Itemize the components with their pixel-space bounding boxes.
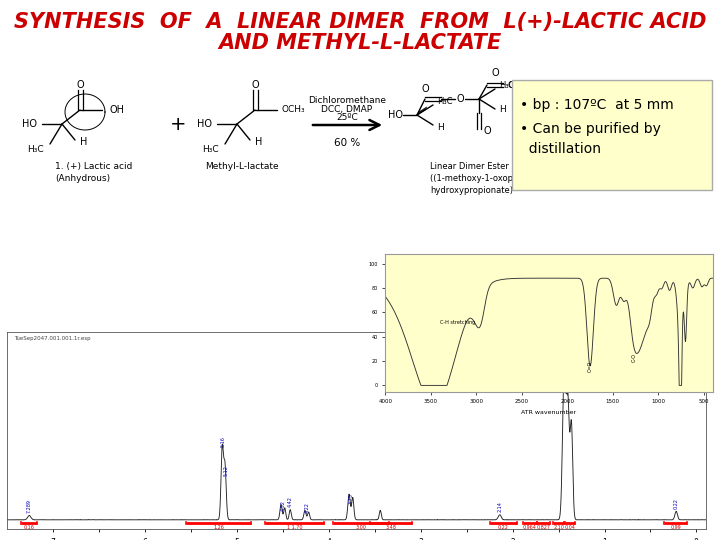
Text: 0.04: 0.04 xyxy=(564,525,575,530)
Text: AND METHYL-L-LACTATE: AND METHYL-L-LACTATE xyxy=(218,33,502,53)
Text: 1. (+) Lactic acid
(Anhydrous): 1. (+) Lactic acid (Anhydrous) xyxy=(55,162,132,183)
X-axis label: ATR wavenumber: ATR wavenumber xyxy=(521,410,577,415)
Text: +: + xyxy=(170,116,186,134)
Text: H: H xyxy=(255,137,262,147)
Text: O: O xyxy=(251,80,258,90)
Text: 1 1.70: 1 1.70 xyxy=(287,525,302,530)
Text: 60 %: 60 % xyxy=(334,138,360,148)
Text: 3.48: 3.48 xyxy=(385,525,396,530)
Text: 3.00: 3.00 xyxy=(356,525,366,530)
Text: SYNTHESIS  OF  A  LINEAR DIMER  FROM  L(+)-LACTIC ACID: SYNTHESIS OF A LINEAR DIMER FROM L(+)-LA… xyxy=(14,12,706,32)
Text: 0.827: 0.827 xyxy=(537,525,551,530)
Text: 7.289: 7.289 xyxy=(27,499,32,513)
Text: H: H xyxy=(499,105,505,113)
Text: • bp : 107ºC  at 5 mm: • bp : 107ºC at 5 mm xyxy=(520,98,674,112)
Text: 1.38: 1.38 xyxy=(565,376,570,387)
Text: H₃C: H₃C xyxy=(202,145,219,154)
Text: 2.14: 2.14 xyxy=(498,501,503,512)
Text: 3.75: 3.75 xyxy=(348,493,354,504)
Text: H: H xyxy=(80,137,87,147)
Text: • Can be purified by: • Can be purified by xyxy=(520,122,661,136)
Text: O: O xyxy=(421,84,429,94)
Text: 1.427: 1.427 xyxy=(562,354,567,368)
Text: C=O: C=O xyxy=(588,361,593,372)
Text: 0.22: 0.22 xyxy=(498,525,509,530)
Text: H: H xyxy=(437,124,444,132)
Text: H₃C: H₃C xyxy=(499,80,515,90)
Text: 25ºC: 25ºC xyxy=(336,113,358,122)
Text: O: O xyxy=(491,68,499,78)
Text: Methyl-L-lactate: Methyl-L-lactate xyxy=(205,162,279,171)
Text: 0.22: 0.22 xyxy=(674,498,679,509)
Text: Dichloromethane: Dichloromethane xyxy=(308,96,386,105)
Text: H₃C: H₃C xyxy=(437,98,452,106)
Text: 5.16: 5.16 xyxy=(220,436,225,447)
Text: distillation: distillation xyxy=(520,142,601,156)
Text: TueSep2047.001.001.1r.esp: TueSep2047.001.001.1r.esp xyxy=(14,336,91,341)
Text: 2.10: 2.10 xyxy=(553,525,564,530)
Text: OCH₃: OCH₃ xyxy=(507,80,531,90)
Text: 1.26: 1.26 xyxy=(213,525,224,530)
Text: H₃C: H₃C xyxy=(27,145,44,154)
FancyBboxPatch shape xyxy=(512,80,712,190)
Text: C-H stretching: C-H stretching xyxy=(440,320,475,326)
Text: C-O: C-O xyxy=(631,353,636,362)
Text: HO: HO xyxy=(388,110,403,120)
Text: 0.99: 0.99 xyxy=(670,525,681,530)
Text: HO: HO xyxy=(22,119,37,129)
Text: 0.964: 0.964 xyxy=(523,525,536,530)
Text: 4.52: 4.52 xyxy=(280,501,285,511)
Text: DCC, DMAP: DCC, DMAP xyxy=(321,105,372,114)
Text: OH: OH xyxy=(110,105,125,115)
Text: 5.12: 5.12 xyxy=(223,465,228,476)
Text: HO: HO xyxy=(197,119,212,129)
Text: Linear Dimer Ester
((1-methoxy-1-oxopropan-2-yl) 2-
hydroxypropionate): Linear Dimer Ester ((1-methoxy-1-oxoprop… xyxy=(430,162,570,194)
FancyArrowPatch shape xyxy=(312,120,379,130)
Text: O: O xyxy=(76,80,84,90)
Text: 4.42: 4.42 xyxy=(288,496,293,507)
Text: OCH₃: OCH₃ xyxy=(282,105,305,114)
Text: O: O xyxy=(456,94,464,104)
Text: 0.16: 0.16 xyxy=(23,525,35,530)
Text: 4.22: 4.22 xyxy=(305,503,310,514)
Text: O: O xyxy=(483,126,491,136)
